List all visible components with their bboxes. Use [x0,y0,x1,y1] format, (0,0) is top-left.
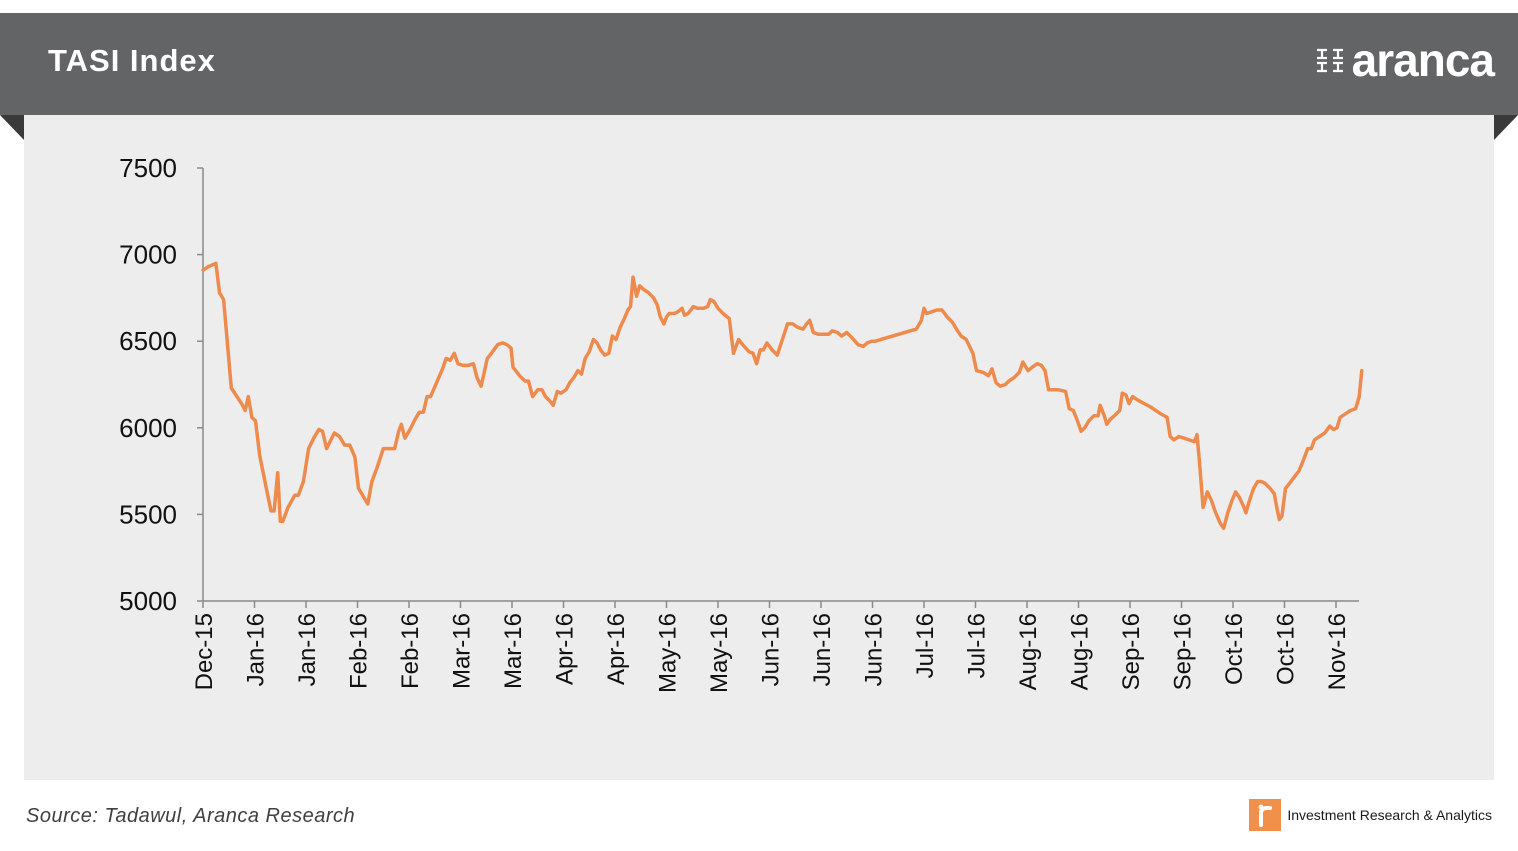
footer-brand: Investment Research & Analytics [1249,799,1492,831]
x-tick-label: Aug-16 [1015,613,1042,690]
x-tick-label: Jun-16 [809,613,836,686]
ribbon-fold-right [1494,115,1518,140]
x-tick-label: May-16 [706,613,733,693]
x-tick-label: Mar-16 [449,613,476,689]
x-tick-label: May-16 [655,613,682,693]
x-tick-label: Oct-16 [1221,613,1248,685]
line-chart: 5000 5500 6000 6500 7000 7500 Dec-15 Jan-16 Jan-… [119,153,1364,693]
y-tick-label: 5500 [119,499,177,529]
y-tick-label: 7500 [119,153,177,183]
x-tick-label: Dec-15 [191,613,218,690]
x-tick-label: Jul-16 [964,613,991,678]
x-tick-label: Feb-16 [346,613,373,689]
chart-panel: 5000 5500 6000 6500 7000 7500 Dec-15 Jan-16 Jan-… [24,115,1494,780]
x-tick-label: Nov-16 [1324,613,1351,690]
aranca-logo-mark-icon [1316,48,1343,73]
ribbon-fold-left [0,115,24,140]
y-tick-label: 6500 [119,326,177,356]
logo-wordmark: aranca [1351,34,1495,86]
y-tick-label: 7000 [119,240,177,270]
page-title: TASI Index [48,43,216,78]
aranca-logo: aranca [1314,34,1495,86]
x-tick-label: Apr-16 [552,613,579,685]
series-line [201,261,1364,531]
y-tick-label: 6000 [119,413,177,443]
aranca-i-icon [1249,799,1282,831]
brand-tagline: Investment Research & Analytics [1287,807,1492,823]
x-tick-label: Jan-16 [243,613,270,686]
x-tick-label: Aug-16 [1067,613,1094,690]
x-tick-label: Oct-16 [1273,613,1300,685]
y-tick-label: 5000 [119,586,177,616]
x-tick-label: Apr-16 [603,613,630,685]
title-bar: TASI Index aranca [0,13,1518,115]
x-tick-label: Jan-16 [294,613,321,686]
x-tick-label: Jul-16 [912,613,939,678]
source-note: Source: Tadawul, Aranca Research [26,805,356,827]
x-tick-label: Sep-16 [1170,613,1197,690]
x-tick-label: Sep-16 [1118,613,1145,690]
x-tick-label: Jun-16 [861,613,888,686]
x-tick-label: Feb-16 [397,613,424,689]
x-tick-label: Mar-16 [500,613,527,689]
x-tick-label: Jun-16 [758,613,785,686]
